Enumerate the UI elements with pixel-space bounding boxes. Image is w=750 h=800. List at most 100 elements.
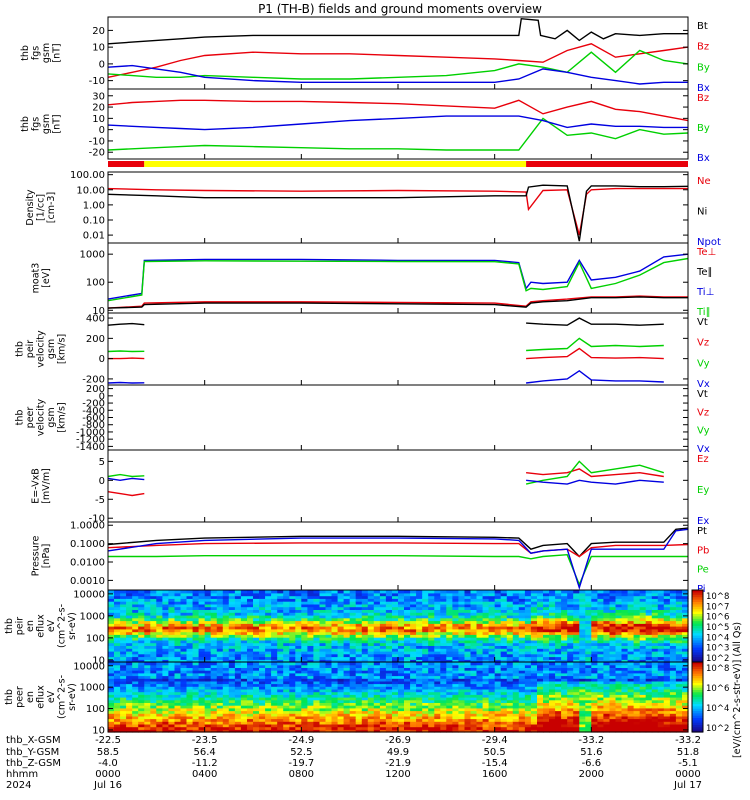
spectrogram-cell — [561, 620, 568, 624]
spectrogram-cell — [524, 620, 532, 624]
spectrogram-cell — [331, 639, 339, 644]
spectrogram-cell — [494, 707, 502, 712]
spectrogram-cell — [621, 634, 629, 638]
spectrogram-cell — [416, 650, 423, 655]
spectrogram-cell — [416, 614, 423, 619]
spectrogram-cell — [132, 628, 139, 633]
y-tick-label: 0 — [99, 354, 105, 365]
spectrogram-cell — [349, 656, 357, 660]
spectrogram-cell — [446, 592, 453, 597]
spectrogram-cell — [259, 705, 266, 709]
spectrogram-cell — [512, 612, 520, 616]
spectrogram-cell — [458, 683, 465, 687]
spectrogram-cell — [428, 729, 435, 733]
spectrogram-cell — [579, 601, 586, 605]
spectrogram-cell — [591, 729, 598, 733]
spectrogram-cell — [319, 637, 327, 641]
spectrogram-cell — [216, 683, 224, 687]
spectrogram-cell — [476, 678, 484, 682]
spectrogram-cell — [422, 678, 429, 682]
spectrogram-cell — [392, 721, 399, 725]
spectrogram-cell — [482, 675, 490, 679]
spectrogram-cell — [506, 664, 514, 668]
spectrogram-cell — [355, 670, 363, 674]
spectrogram-cell — [675, 642, 683, 646]
spectrogram-cell — [108, 705, 115, 709]
spectrogram-cell — [204, 639, 212, 644]
spectrogram-cell — [573, 614, 580, 619]
spectrogram-cell — [162, 598, 169, 602]
spectrogram-cell — [422, 723, 429, 728]
spectrogram-cell — [331, 721, 339, 725]
spectrogram-cell — [537, 664, 544, 668]
spectrogram-cell — [452, 614, 459, 619]
spectrogram-cell — [524, 662, 532, 666]
spectrogram-cell — [627, 653, 635, 658]
spectrogram-cell — [422, 688, 429, 693]
spectrogram-cell — [579, 664, 586, 668]
spectrogram-cell — [639, 623, 647, 627]
spectrogram-cell — [434, 718, 441, 722]
spectrogram-cell — [639, 648, 647, 652]
series-line-pt — [107, 527, 689, 558]
spectrogram-cell — [404, 642, 411, 646]
spectrogram-cell — [373, 598, 381, 602]
spectrogram-cell — [247, 639, 254, 644]
spectrogram-cell — [283, 620, 290, 624]
spectrogram-cell — [192, 645, 200, 649]
spectrogram-cell — [645, 595, 653, 599]
spectrogram-cell — [222, 702, 230, 706]
spectrogram-cell — [259, 667, 266, 671]
spectrogram-cell — [337, 678, 345, 682]
spectrogram-cell — [174, 637, 182, 641]
spectrogram-cell — [367, 705, 375, 709]
spectrogram-cell — [597, 697, 604, 701]
spectrogram-cell — [234, 672, 242, 677]
spectrogram-cell — [452, 617, 459, 622]
spectrogram-cell — [168, 664, 175, 668]
spectrogram-cell — [319, 642, 327, 646]
spectrogram-cell — [144, 713, 151, 717]
spectrogram-cell — [114, 726, 121, 730]
spectrogram-cell — [108, 603, 115, 608]
spectrogram-cell — [150, 592, 157, 597]
spectrogram-cell — [428, 670, 435, 674]
spectrogram-cell — [446, 614, 453, 619]
spectrogram-cell — [675, 592, 683, 597]
spectrogram-cell — [120, 675, 127, 679]
spectrogram-cell — [361, 656, 369, 660]
spectrogram-cell — [361, 718, 369, 722]
spectrogram-cell — [500, 664, 508, 668]
spectrogram-cell — [138, 656, 145, 660]
spectrogram-cell — [555, 628, 562, 633]
spectrogram-cell — [452, 726, 459, 730]
spectrogram-cell — [234, 631, 242, 635]
spectrogram-cell — [138, 606, 145, 610]
spectrogram-cell — [198, 642, 206, 646]
spectrogram-cell — [156, 614, 163, 619]
spectrogram-cell — [585, 707, 592, 712]
spectrogram-cell — [168, 710, 175, 714]
spectrogram-cell — [247, 614, 254, 619]
spectrogram-cell — [434, 729, 441, 733]
spectrogram-cell — [561, 729, 568, 733]
spectrogram-cell — [482, 702, 490, 706]
y-tick-label: 100 — [86, 278, 105, 289]
y-tick-label: 30 — [92, 91, 105, 102]
spectrogram-cell — [416, 595, 423, 599]
spectrogram-cell — [609, 648, 617, 652]
spectrogram-cell — [307, 710, 314, 714]
spectrogram-cell — [319, 595, 327, 599]
spectrogram-cell — [524, 667, 532, 671]
spectrogram-cell — [398, 713, 405, 717]
spectrogram-cell — [289, 634, 296, 638]
spectrogram-cell — [573, 710, 580, 714]
spectrogram-cell — [603, 678, 610, 682]
spectrogram-cell — [253, 678, 260, 682]
spectrogram-cell — [567, 697, 574, 701]
spectrogram-cell — [343, 723, 351, 728]
spectrogram-cell — [537, 723, 544, 728]
spectrogram-cell — [271, 637, 278, 641]
spectrogram-cell — [476, 645, 484, 649]
spectrogram-cell — [247, 707, 254, 712]
